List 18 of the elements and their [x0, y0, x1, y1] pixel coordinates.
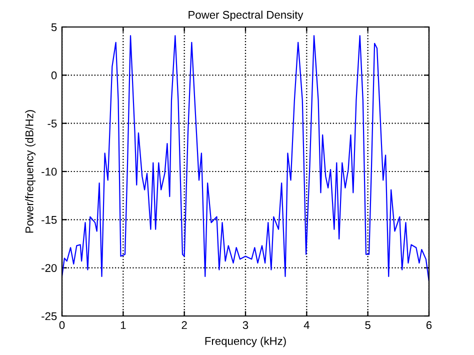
x-axis-title: Frequency (kHz)	[205, 336, 286, 348]
y-tick-label: 5	[51, 23, 57, 32]
y-tick-label: -10	[42, 168, 57, 176]
y-tick-label: -5	[48, 120, 57, 128]
x-tick-label: 6	[426, 321, 432, 330]
y-tick-label: -25	[42, 312, 57, 320]
y-axis-title: Power/frequency (dB/Hz)	[25, 110, 36, 233]
x-tick-label: 4	[304, 321, 310, 329]
x-tick-label: 2	[182, 321, 187, 329]
x-tick-label: 1	[120, 321, 126, 329]
line-series	[62, 35, 429, 282]
x-tick-label: 5	[365, 321, 370, 330]
chart-title: Power Spectral Density	[188, 10, 304, 21]
y-tick-label: -20	[42, 264, 57, 272]
x-tick-label: 0	[59, 321, 65, 330]
y-tick-label: -15	[42, 216, 57, 224]
x-tick-label: 3	[242, 321, 248, 330]
y-tick-label: 0	[51, 71, 57, 80]
